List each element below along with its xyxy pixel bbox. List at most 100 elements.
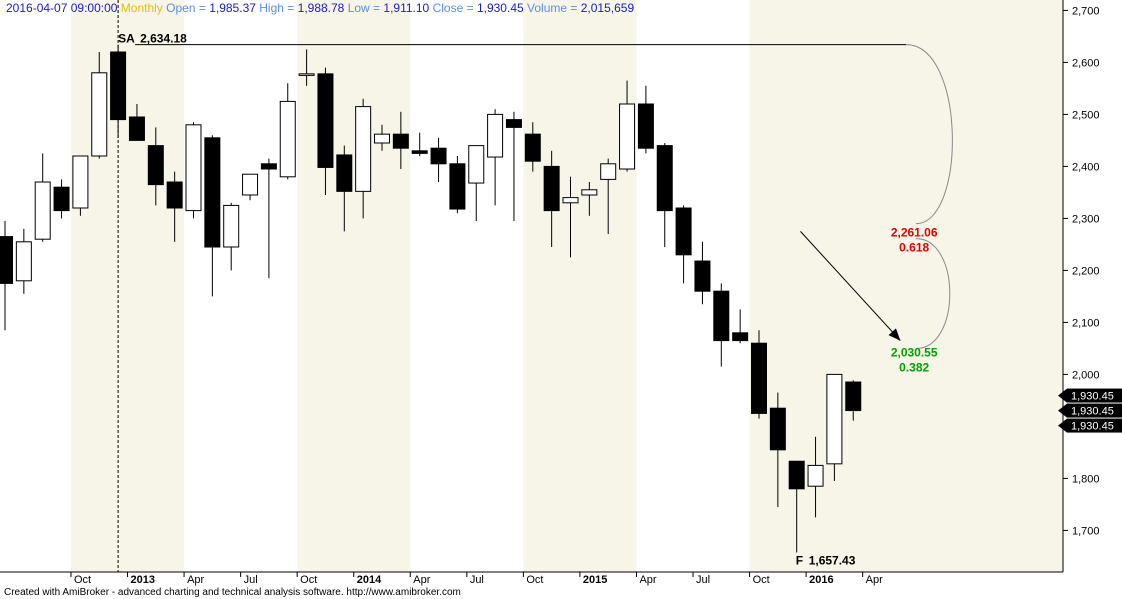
candle xyxy=(0,221,13,331)
x-tick-label: 2015 xyxy=(583,574,607,586)
candle-body-down xyxy=(166,181,183,209)
x-tick-label: Jul xyxy=(696,574,710,586)
candle-body-up xyxy=(15,241,32,282)
candle-body-up xyxy=(468,145,485,184)
x-tick-label: Jul xyxy=(244,574,258,586)
fib-ratio-label: 0.618 xyxy=(899,241,929,255)
candle-body-up xyxy=(355,106,372,192)
band-shade xyxy=(749,0,863,572)
price-tag-box xyxy=(1067,403,1122,418)
x-tick-label: Apr xyxy=(187,574,204,586)
x-tick-label: 2013 xyxy=(131,574,155,586)
candle xyxy=(826,373,843,481)
x-tick-label: Apr xyxy=(639,574,656,586)
price-tag-box xyxy=(1067,388,1122,403)
price-tag-label: 1,930.45 xyxy=(1071,406,1114,418)
candle-body-down xyxy=(524,133,541,162)
header-open: 1,985.37 xyxy=(209,1,256,15)
candle xyxy=(15,228,32,294)
candle xyxy=(788,460,805,553)
candle-body-up xyxy=(279,100,296,178)
x-tick-label: Jul xyxy=(470,574,484,586)
candle xyxy=(487,109,504,206)
price-tag-label: 1,930.45 xyxy=(1071,421,1114,433)
candle xyxy=(694,241,711,305)
y-tick-label: 2,200 xyxy=(1072,265,1100,277)
price-tag-pointer xyxy=(1058,418,1067,433)
candle xyxy=(298,49,315,86)
candle-body-down xyxy=(637,103,654,149)
candle xyxy=(128,104,145,141)
x-tick-label: Oct xyxy=(300,574,317,586)
candle-body-down xyxy=(732,332,749,342)
candle-body-down xyxy=(788,460,805,490)
candle xyxy=(166,171,183,242)
candle xyxy=(675,205,692,284)
candle-body-up xyxy=(600,163,617,180)
footer-credit: Created with AmiBroker - advanced charti… xyxy=(4,587,461,598)
candle-body-up xyxy=(72,155,89,209)
candle xyxy=(72,155,89,216)
candle-body-up xyxy=(223,204,240,248)
header-date: 2016-04-07 09:00:00 xyxy=(6,1,118,15)
candle-body-up xyxy=(91,72,108,157)
candle xyxy=(619,80,636,172)
candle xyxy=(336,145,353,232)
candle xyxy=(505,111,522,221)
header-high: 1,988.78 xyxy=(297,1,345,15)
candle xyxy=(355,98,372,219)
candle-body-down xyxy=(713,290,730,342)
y-tick-label: 2,500 xyxy=(1072,109,1100,121)
month-bands xyxy=(70,0,1063,572)
candle-body-down xyxy=(694,260,711,292)
candle xyxy=(53,179,70,219)
candle-body-up xyxy=(619,103,636,170)
sa-label: SA xyxy=(118,32,135,46)
candle-body-up xyxy=(487,113,504,158)
fib-ratio-label: 0.382 xyxy=(899,361,929,375)
candle xyxy=(807,436,824,518)
x-tick-label: 2016 xyxy=(809,574,833,586)
header-low: 1,911.10 xyxy=(383,1,430,15)
y-tick-label: 2,100 xyxy=(1072,317,1100,329)
price-tag-pointer xyxy=(1058,403,1067,418)
x-tick-label: Oct xyxy=(74,574,91,586)
candle-body-down xyxy=(53,186,70,212)
candle xyxy=(769,392,786,507)
sa-value: 2,634.18 xyxy=(140,32,187,46)
candle xyxy=(374,124,390,151)
candle-body-up xyxy=(242,173,259,196)
y-tick-label: 2,700 xyxy=(1072,5,1100,17)
candle xyxy=(449,156,466,214)
candle-body-up xyxy=(298,73,315,76)
candle xyxy=(242,173,259,201)
y-tick-label: 2,400 xyxy=(1072,161,1100,173)
chart-header: 2016-04-07 09:00:00 Monthly Open = 1,985… xyxy=(6,1,634,15)
candle-body-up xyxy=(185,124,202,212)
fib-value-label: 2,030.55 xyxy=(891,346,938,360)
x-tick-label: Oct xyxy=(753,574,770,586)
price-tag-pointer xyxy=(1058,388,1067,403)
candle xyxy=(562,176,579,258)
candle-body-down xyxy=(675,207,692,256)
x-axis: Oct 2013 Apr Jul Oct 2014 Apr Jul Oct 2015 Apr Jul O… xyxy=(70,572,883,586)
candle-body-down xyxy=(449,163,466,210)
fib-arc xyxy=(916,238,951,350)
candle-body-up xyxy=(581,189,598,196)
candle xyxy=(845,380,862,421)
candle xyxy=(392,111,409,169)
header-interval: Monthly xyxy=(120,1,163,15)
candle-body-up xyxy=(374,133,390,144)
fibonacci-annotations: 2,261.060.618 2,030.550.382 xyxy=(891,44,953,375)
candle-body-down xyxy=(317,73,334,168)
header-high-label: High = xyxy=(259,1,295,15)
candle xyxy=(204,135,221,297)
candle xyxy=(751,330,767,419)
y-tick-label: 2,600 xyxy=(1072,57,1100,69)
x-tick-label: Apr xyxy=(866,574,883,586)
candle xyxy=(713,283,730,367)
y-tick-label: 2,300 xyxy=(1072,213,1100,225)
candle xyxy=(581,182,598,216)
candle-body-down xyxy=(505,119,522,128)
